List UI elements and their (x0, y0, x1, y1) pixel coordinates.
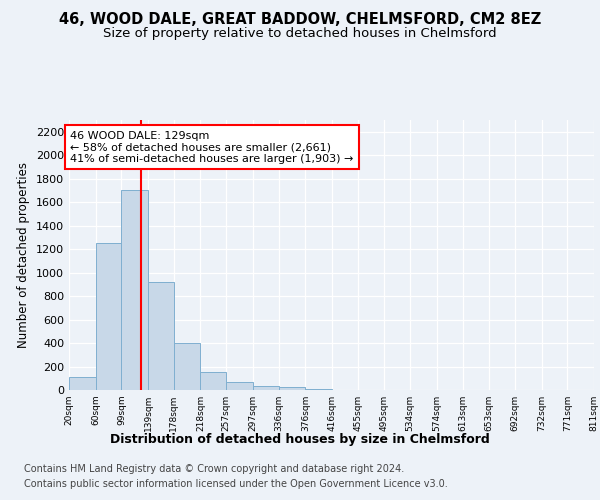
Text: Distribution of detached houses by size in Chelmsford: Distribution of detached houses by size … (110, 432, 490, 446)
Bar (174, 343, 200, 390)
Bar (279, 387, 305, 390)
Bar (253, 386, 279, 390)
Bar (200, 372, 226, 390)
Bar (148, 282, 174, 390)
Bar (95, 244, 121, 390)
Bar (121, 190, 148, 390)
Text: Size of property relative to detached houses in Chelmsford: Size of property relative to detached ho… (103, 28, 497, 40)
Bar (226, 382, 253, 390)
Text: Contains public sector information licensed under the Open Government Licence v3: Contains public sector information licen… (24, 479, 448, 489)
Bar (69, 377, 95, 390)
Text: 46, WOOD DALE, GREAT BADDOW, CHELMSFORD, CM2 8EZ: 46, WOOD DALE, GREAT BADDOW, CHELMSFORD,… (59, 12, 541, 28)
Text: 46 WOOD DALE: 129sqm
← 58% of detached houses are smaller (2,661)
41% of semi-de: 46 WOOD DALE: 129sqm ← 58% of detached h… (70, 130, 354, 164)
Y-axis label: Number of detached properties: Number of detached properties (17, 162, 31, 348)
Text: Contains HM Land Registry data © Crown copyright and database right 2024.: Contains HM Land Registry data © Crown c… (24, 464, 404, 474)
